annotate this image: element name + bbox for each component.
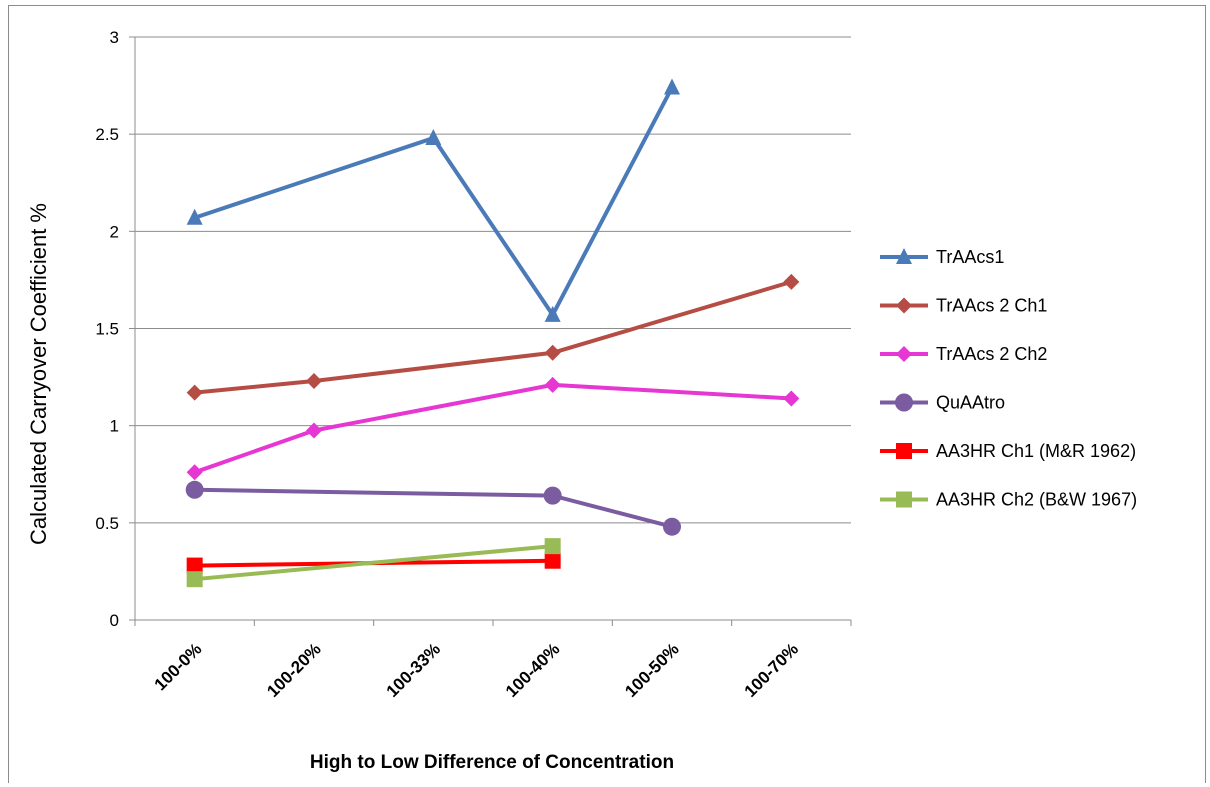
legend-entry: TrAAcs 2 Ch1: [880, 296, 1047, 316]
data-point-square: [544, 538, 561, 555]
legend-entry: AA3HR Ch1 (M&R 1962): [880, 441, 1136, 461]
data-point-triangle: [544, 305, 561, 322]
legend-label: TrAAcs 2 Ch1: [936, 296, 1047, 316]
series-aa3hr-ch2-b-w-1967-: [186, 538, 561, 588]
data-point-square: [896, 491, 912, 508]
data-point-diamond: [896, 346, 912, 362]
legend-label: AA3HR Ch2 (B&W 1967): [936, 490, 1137, 510]
y-tick-label: 0.5: [95, 514, 119, 533]
legend-entry: AA3HR Ch2 (B&W 1967): [880, 490, 1137, 510]
x-tick-labels: 100-0% 100-20% 100-33% 100-40% 100-50% 100-70…: [151, 639, 803, 701]
data-point-diamond: [306, 372, 322, 389]
legend-entry: QuAAtro: [880, 393, 1005, 413]
series-traacs-2-ch2: [186, 376, 800, 481]
series-group: [185, 78, 800, 588]
series-line: [192, 487, 674, 529]
x-tick-label: 100-20%: [263, 639, 325, 701]
data-point-triangle: [425, 129, 442, 146]
legend-label: TrAAcs 2 Ch2: [936, 344, 1047, 364]
data-point-diamond: [783, 390, 800, 407]
data-point-triangle: [664, 78, 680, 95]
data-point-diamond: [186, 464, 203, 481]
legend-label: AA3HR Ch1 (M&R 1962): [936, 441, 1136, 461]
series-line: [192, 544, 555, 582]
data-point-diamond: [783, 273, 800, 290]
axes: [129, 36, 852, 626]
data-point-circle: [185, 480, 204, 499]
x-tick-label: 100-50%: [621, 639, 683, 701]
y-tick-label: 1.5: [95, 320, 119, 339]
gridlines: [135, 36, 851, 524]
data-point-diamond: [186, 384, 203, 401]
data-point-diamond: [544, 344, 561, 361]
data-point-circle: [543, 486, 562, 505]
y-tick-label: 1: [110, 417, 119, 436]
data-point-circle: [663, 517, 681, 536]
series-quaatro: [185, 480, 681, 536]
data-point-triangle: [896, 248, 912, 264]
data-point-square: [544, 552, 561, 569]
legend-entry: TrAAcs 2 Ch2: [880, 344, 1047, 364]
data-point-diamond: [306, 422, 322, 439]
x-tick-label: 100-33%: [383, 639, 445, 701]
series-line: [192, 382, 794, 475]
y-tick-labels: 0 0.5 1 1.5 2 2.5 3: [95, 28, 119, 630]
data-point-square: [896, 443, 912, 459]
chart-frame: [8, 5, 1206, 783]
y-tick-label: 0: [110, 611, 119, 630]
series-traacs1: [186, 78, 680, 322]
series-traacs-2-ch1: [186, 273, 800, 401]
data-point-diamond: [544, 376, 561, 393]
series-line: [192, 85, 674, 317]
legend-label: QuAAtro: [936, 393, 1005, 413]
y-tick-label: 3: [110, 28, 119, 47]
y-axis-title: Calculated Carryover Coefficient %: [26, 203, 51, 545]
y-tick-label: 2: [110, 222, 119, 241]
series-line: [192, 279, 794, 395]
x-tick-label: 100-70%: [741, 639, 803, 701]
data-point-square: [186, 557, 203, 574]
legend-label: TrAAcs1: [936, 247, 1004, 267]
data-point-circle: [895, 393, 913, 412]
y-tick-label: 2.5: [95, 125, 119, 144]
data-point-square: [186, 571, 203, 588]
x-axis-title: High to Low Difference of Concentration: [310, 752, 674, 773]
x-tick-label: 100-0%: [151, 639, 206, 694]
data-point-diamond: [896, 297, 912, 314]
data-point-triangle: [186, 208, 203, 225]
x-tick-label: 100-40%: [502, 639, 564, 701]
legend-entry: TrAAcs1: [880, 247, 1004, 267]
legend: TrAAcs1 TrAAcs 2 Ch1 TrAAcs 2 Ch2 QuAAtro AA…: [880, 247, 1137, 510]
